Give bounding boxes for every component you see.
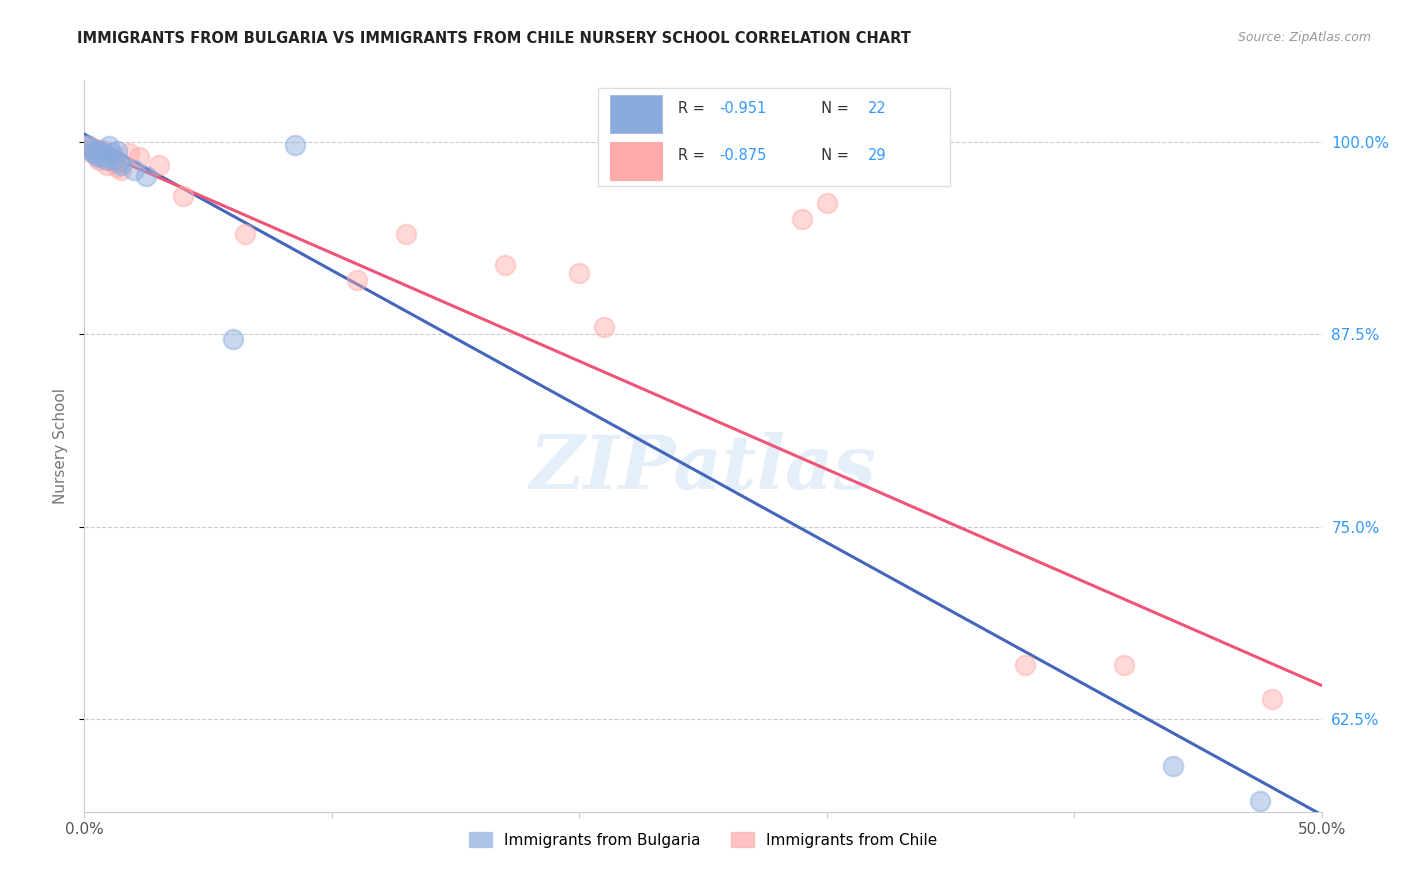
Point [110, 158, 132, 172]
Point [1161, 758, 1184, 772]
Text: 22: 22 [868, 101, 886, 116]
Point [122, 162, 145, 177]
Point [815, 196, 838, 211]
Y-axis label: Nursery School: Nursery School [52, 388, 67, 504]
FancyBboxPatch shape [610, 95, 662, 134]
Point [100, 153, 122, 168]
Point [135, 169, 157, 183]
Point [1261, 692, 1284, 706]
Point [233, 227, 256, 242]
Text: Source: ZipAtlas.com: Source: ZipAtlas.com [1237, 31, 1371, 45]
Text: 29: 29 [868, 148, 886, 163]
Point [494, 258, 516, 272]
Point [90, 143, 112, 157]
Point [128, 150, 150, 164]
Point [98, 149, 121, 163]
Point [103, 154, 125, 169]
Text: N =: N = [811, 101, 853, 116]
Point [110, 162, 132, 177]
Point [76, 138, 98, 153]
Point [222, 332, 245, 346]
Point [395, 227, 418, 242]
FancyBboxPatch shape [598, 87, 950, 186]
Point [568, 266, 591, 280]
Point [1249, 794, 1271, 808]
Text: R =: R = [678, 148, 710, 163]
Point [100, 145, 122, 160]
Point [103, 152, 125, 166]
Point [86, 149, 108, 163]
FancyBboxPatch shape [610, 142, 662, 180]
Text: R =: R = [678, 101, 710, 116]
Point [172, 188, 194, 202]
Point [108, 154, 131, 169]
Point [1014, 658, 1036, 673]
Text: -0.875: -0.875 [718, 148, 766, 163]
Point [98, 139, 121, 153]
Point [284, 138, 307, 153]
Point [593, 319, 616, 334]
Point [83, 145, 105, 160]
Point [96, 158, 118, 172]
Point [1112, 658, 1135, 673]
Text: N =: N = [811, 148, 853, 163]
Point [76, 139, 98, 153]
Point [80, 144, 103, 158]
Point [79, 144, 101, 158]
Point [86, 150, 108, 164]
Legend: Immigrants from Bulgaria, Immigrants from Chile: Immigrants from Bulgaria, Immigrants fro… [461, 824, 945, 855]
Point [105, 160, 128, 174]
Text: ZIPatlas: ZIPatlas [530, 432, 876, 504]
Point [89, 143, 111, 157]
Point [93, 147, 115, 161]
Point [83, 145, 105, 160]
Point [80, 141, 103, 155]
Point [79, 141, 101, 155]
Point [346, 273, 368, 287]
Text: -0.951: -0.951 [718, 101, 766, 116]
Point [93, 147, 115, 161]
Point [96, 153, 118, 168]
Text: IMMIGRANTS FROM BULGARIA VS IMMIGRANTS FROM CHILE NURSERY SCHOOL CORRELATION CHA: IMMIGRANTS FROM BULGARIA VS IMMIGRANTS F… [77, 31, 911, 46]
Point [89, 153, 111, 168]
Point [148, 158, 170, 172]
Point [790, 211, 813, 226]
Point [105, 144, 128, 158]
Point [118, 145, 141, 160]
Point [90, 150, 112, 164]
